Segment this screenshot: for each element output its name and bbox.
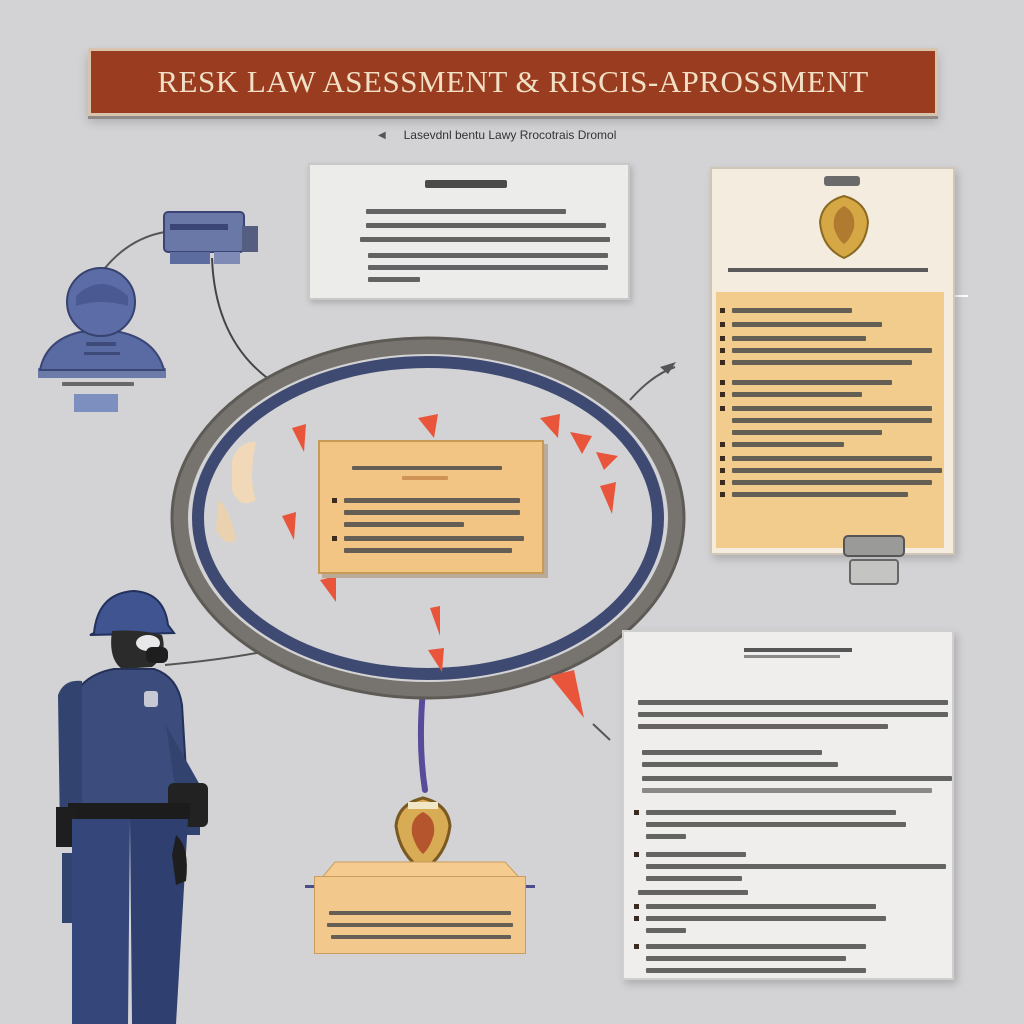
police-officer-figure [56,589,208,1024]
doc-right-rule [728,268,928,272]
binder-clip-icon [843,535,905,585]
page-title: RESK LAW ASESSMENT & RISCIS-APROSSMENT [157,64,869,99]
document-header-bar [425,180,507,188]
report-document-bottom-right [622,630,954,980]
person-silhouette-icon [38,267,166,378]
subtitle-arrow-icon: ◀ [378,130,386,141]
page-subtitle: Lasevdnl bentu Lawy Rrocotrais Dromol [403,128,617,142]
person-label-mark [52,378,144,390]
title-banner: RESK LAW ASESSMENT & RISCIS-APROSSMENT [88,48,938,116]
camera-device-icon [163,211,258,264]
summary-card-bottom [314,876,526,954]
document-binder-bar [744,648,852,658]
assessment-ring [170,336,686,700]
checklist-panel [716,292,944,548]
clip-icon [824,176,860,186]
person-tag [74,394,118,412]
assessment-card-center [318,440,544,574]
crest-emblem-icon [818,194,870,260]
